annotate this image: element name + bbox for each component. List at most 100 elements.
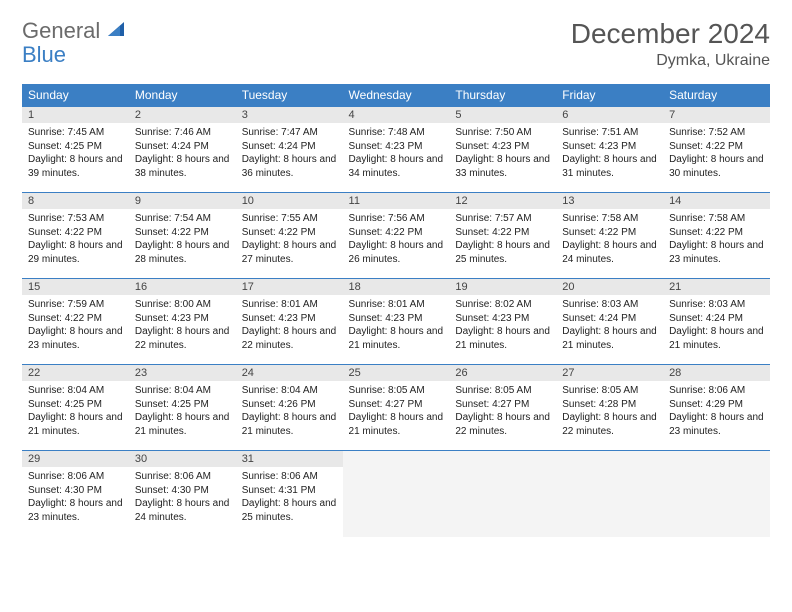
day-body: Sunrise: 7:55 AMSunset: 4:22 PMDaylight:… <box>236 209 343 269</box>
day-number: 7 <box>663 107 770 123</box>
day-number: 8 <box>22 193 129 209</box>
day-cell: 15Sunrise: 7:59 AMSunset: 4:22 PMDayligh… <box>22 279 129 365</box>
day-number: 13 <box>556 193 663 209</box>
day-body: Sunrise: 8:02 AMSunset: 4:23 PMDaylight:… <box>449 295 556 355</box>
location: Dymka, Ukraine <box>571 52 770 70</box>
weekday-header: Friday <box>556 84 663 107</box>
day-body: Sunrise: 7:51 AMSunset: 4:23 PMDaylight:… <box>556 123 663 183</box>
day-body: Sunrise: 7:54 AMSunset: 4:22 PMDaylight:… <box>129 209 236 269</box>
day-body: Sunrise: 8:05 AMSunset: 4:28 PMDaylight:… <box>556 381 663 441</box>
day-cell: 6Sunrise: 7:51 AMSunset: 4:23 PMDaylight… <box>556 107 663 193</box>
day-number: 11 <box>343 193 450 209</box>
day-body: Sunrise: 8:04 AMSunset: 4:25 PMDaylight:… <box>22 381 129 441</box>
day-body: Sunrise: 8:03 AMSunset: 4:24 PMDaylight:… <box>663 295 770 355</box>
empty-cell <box>449 451 556 537</box>
day-number: 4 <box>343 107 450 123</box>
day-cell: 12Sunrise: 7:57 AMSunset: 4:22 PMDayligh… <box>449 193 556 279</box>
day-number: 18 <box>343 279 450 295</box>
day-cell: 13Sunrise: 7:58 AMSunset: 4:22 PMDayligh… <box>556 193 663 279</box>
day-cell: 21Sunrise: 8:03 AMSunset: 4:24 PMDayligh… <box>663 279 770 365</box>
day-cell: 16Sunrise: 8:00 AMSunset: 4:23 PMDayligh… <box>129 279 236 365</box>
day-body: Sunrise: 7:52 AMSunset: 4:22 PMDaylight:… <box>663 123 770 183</box>
day-cell: 29Sunrise: 8:06 AMSunset: 4:30 PMDayligh… <box>22 451 129 537</box>
calendar-table: Sunday Monday Tuesday Wednesday Thursday… <box>22 84 770 537</box>
logo-blue-wrap: Blue <box>22 42 66 68</box>
day-number: 22 <box>22 365 129 381</box>
day-cell: 19Sunrise: 8:02 AMSunset: 4:23 PMDayligh… <box>449 279 556 365</box>
day-cell: 30Sunrise: 8:06 AMSunset: 4:30 PMDayligh… <box>129 451 236 537</box>
calendar-body: 1Sunrise: 7:45 AMSunset: 4:25 PMDaylight… <box>22 107 770 537</box>
weekday-header: Monday <box>129 84 236 107</box>
day-cell: 14Sunrise: 7:58 AMSunset: 4:22 PMDayligh… <box>663 193 770 279</box>
day-cell: 11Sunrise: 7:56 AMSunset: 4:22 PMDayligh… <box>343 193 450 279</box>
day-cell: 27Sunrise: 8:05 AMSunset: 4:28 PMDayligh… <box>556 365 663 451</box>
day-body: Sunrise: 7:48 AMSunset: 4:23 PMDaylight:… <box>343 123 450 183</box>
day-cell: 2Sunrise: 7:46 AMSunset: 4:24 PMDaylight… <box>129 107 236 193</box>
header: General December 2024 Dymka, Ukraine <box>22 18 770 70</box>
day-cell: 9Sunrise: 7:54 AMSunset: 4:22 PMDaylight… <box>129 193 236 279</box>
empty-cell <box>343 451 450 537</box>
day-body: Sunrise: 8:06 AMSunset: 4:30 PMDaylight:… <box>129 467 236 527</box>
day-body: Sunrise: 7:47 AMSunset: 4:24 PMDaylight:… <box>236 123 343 183</box>
day-body: Sunrise: 8:01 AMSunset: 4:23 PMDaylight:… <box>343 295 450 355</box>
day-body: Sunrise: 7:53 AMSunset: 4:22 PMDaylight:… <box>22 209 129 269</box>
day-body: Sunrise: 8:06 AMSunset: 4:29 PMDaylight:… <box>663 381 770 441</box>
day-body: Sunrise: 8:00 AMSunset: 4:23 PMDaylight:… <box>129 295 236 355</box>
calendar-head: Sunday Monday Tuesday Wednesday Thursday… <box>22 84 770 107</box>
empty-cell <box>663 451 770 537</box>
day-number: 17 <box>236 279 343 295</box>
day-number: 16 <box>129 279 236 295</box>
day-cell: 5Sunrise: 7:50 AMSunset: 4:23 PMDaylight… <box>449 107 556 193</box>
day-number: 20 <box>556 279 663 295</box>
day-cell: 10Sunrise: 7:55 AMSunset: 4:22 PMDayligh… <box>236 193 343 279</box>
day-number: 31 <box>236 451 343 467</box>
day-cell: 4Sunrise: 7:48 AMSunset: 4:23 PMDaylight… <box>343 107 450 193</box>
weekday-header: Tuesday <box>236 84 343 107</box>
day-cell: 7Sunrise: 7:52 AMSunset: 4:22 PMDaylight… <box>663 107 770 193</box>
logo-text-blue: Blue <box>22 42 66 67</box>
day-body: Sunrise: 8:04 AMSunset: 4:25 PMDaylight:… <box>129 381 236 441</box>
day-cell: 22Sunrise: 8:04 AMSunset: 4:25 PMDayligh… <box>22 365 129 451</box>
day-number: 5 <box>449 107 556 123</box>
day-number: 12 <box>449 193 556 209</box>
day-body: Sunrise: 8:06 AMSunset: 4:30 PMDaylight:… <box>22 467 129 527</box>
weekday-header: Thursday <box>449 84 556 107</box>
day-number: 6 <box>556 107 663 123</box>
day-number: 27 <box>556 365 663 381</box>
title-block: December 2024 Dymka, Ukraine <box>571 18 770 70</box>
day-body: Sunrise: 8:03 AMSunset: 4:24 PMDaylight:… <box>556 295 663 355</box>
day-number: 25 <box>343 365 450 381</box>
day-body: Sunrise: 7:50 AMSunset: 4:23 PMDaylight:… <box>449 123 556 183</box>
day-number: 14 <box>663 193 770 209</box>
day-cell: 31Sunrise: 8:06 AMSunset: 4:31 PMDayligh… <box>236 451 343 537</box>
day-number: 28 <box>663 365 770 381</box>
weekday-header: Sunday <box>22 84 129 107</box>
day-cell: 23Sunrise: 8:04 AMSunset: 4:25 PMDayligh… <box>129 365 236 451</box>
day-body: Sunrise: 7:45 AMSunset: 4:25 PMDaylight:… <box>22 123 129 183</box>
day-number: 23 <box>129 365 236 381</box>
day-cell: 25Sunrise: 8:05 AMSunset: 4:27 PMDayligh… <box>343 365 450 451</box>
day-number: 24 <box>236 365 343 381</box>
day-number: 21 <box>663 279 770 295</box>
day-number: 15 <box>22 279 129 295</box>
day-cell: 24Sunrise: 8:04 AMSunset: 4:26 PMDayligh… <box>236 365 343 451</box>
day-cell: 1Sunrise: 7:45 AMSunset: 4:25 PMDaylight… <box>22 107 129 193</box>
day-body: Sunrise: 8:05 AMSunset: 4:27 PMDaylight:… <box>449 381 556 441</box>
logo-text-general: General <box>22 18 100 44</box>
day-cell: 28Sunrise: 8:06 AMSunset: 4:29 PMDayligh… <box>663 365 770 451</box>
day-cell: 3Sunrise: 7:47 AMSunset: 4:24 PMDaylight… <box>236 107 343 193</box>
day-number: 10 <box>236 193 343 209</box>
day-cell: 20Sunrise: 8:03 AMSunset: 4:24 PMDayligh… <box>556 279 663 365</box>
day-body: Sunrise: 7:46 AMSunset: 4:24 PMDaylight:… <box>129 123 236 183</box>
day-number: 3 <box>236 107 343 123</box>
weekday-header: Wednesday <box>343 84 450 107</box>
day-number: 26 <box>449 365 556 381</box>
month-title: December 2024 <box>571 18 770 50</box>
weekday-header: Saturday <box>663 84 770 107</box>
day-number: 2 <box>129 107 236 123</box>
day-body: Sunrise: 7:56 AMSunset: 4:22 PMDaylight:… <box>343 209 450 269</box>
day-body: Sunrise: 7:58 AMSunset: 4:22 PMDaylight:… <box>663 209 770 269</box>
logo: General <box>22 18 128 44</box>
day-cell: 8Sunrise: 7:53 AMSunset: 4:22 PMDaylight… <box>22 193 129 279</box>
day-body: Sunrise: 8:01 AMSunset: 4:23 PMDaylight:… <box>236 295 343 355</box>
